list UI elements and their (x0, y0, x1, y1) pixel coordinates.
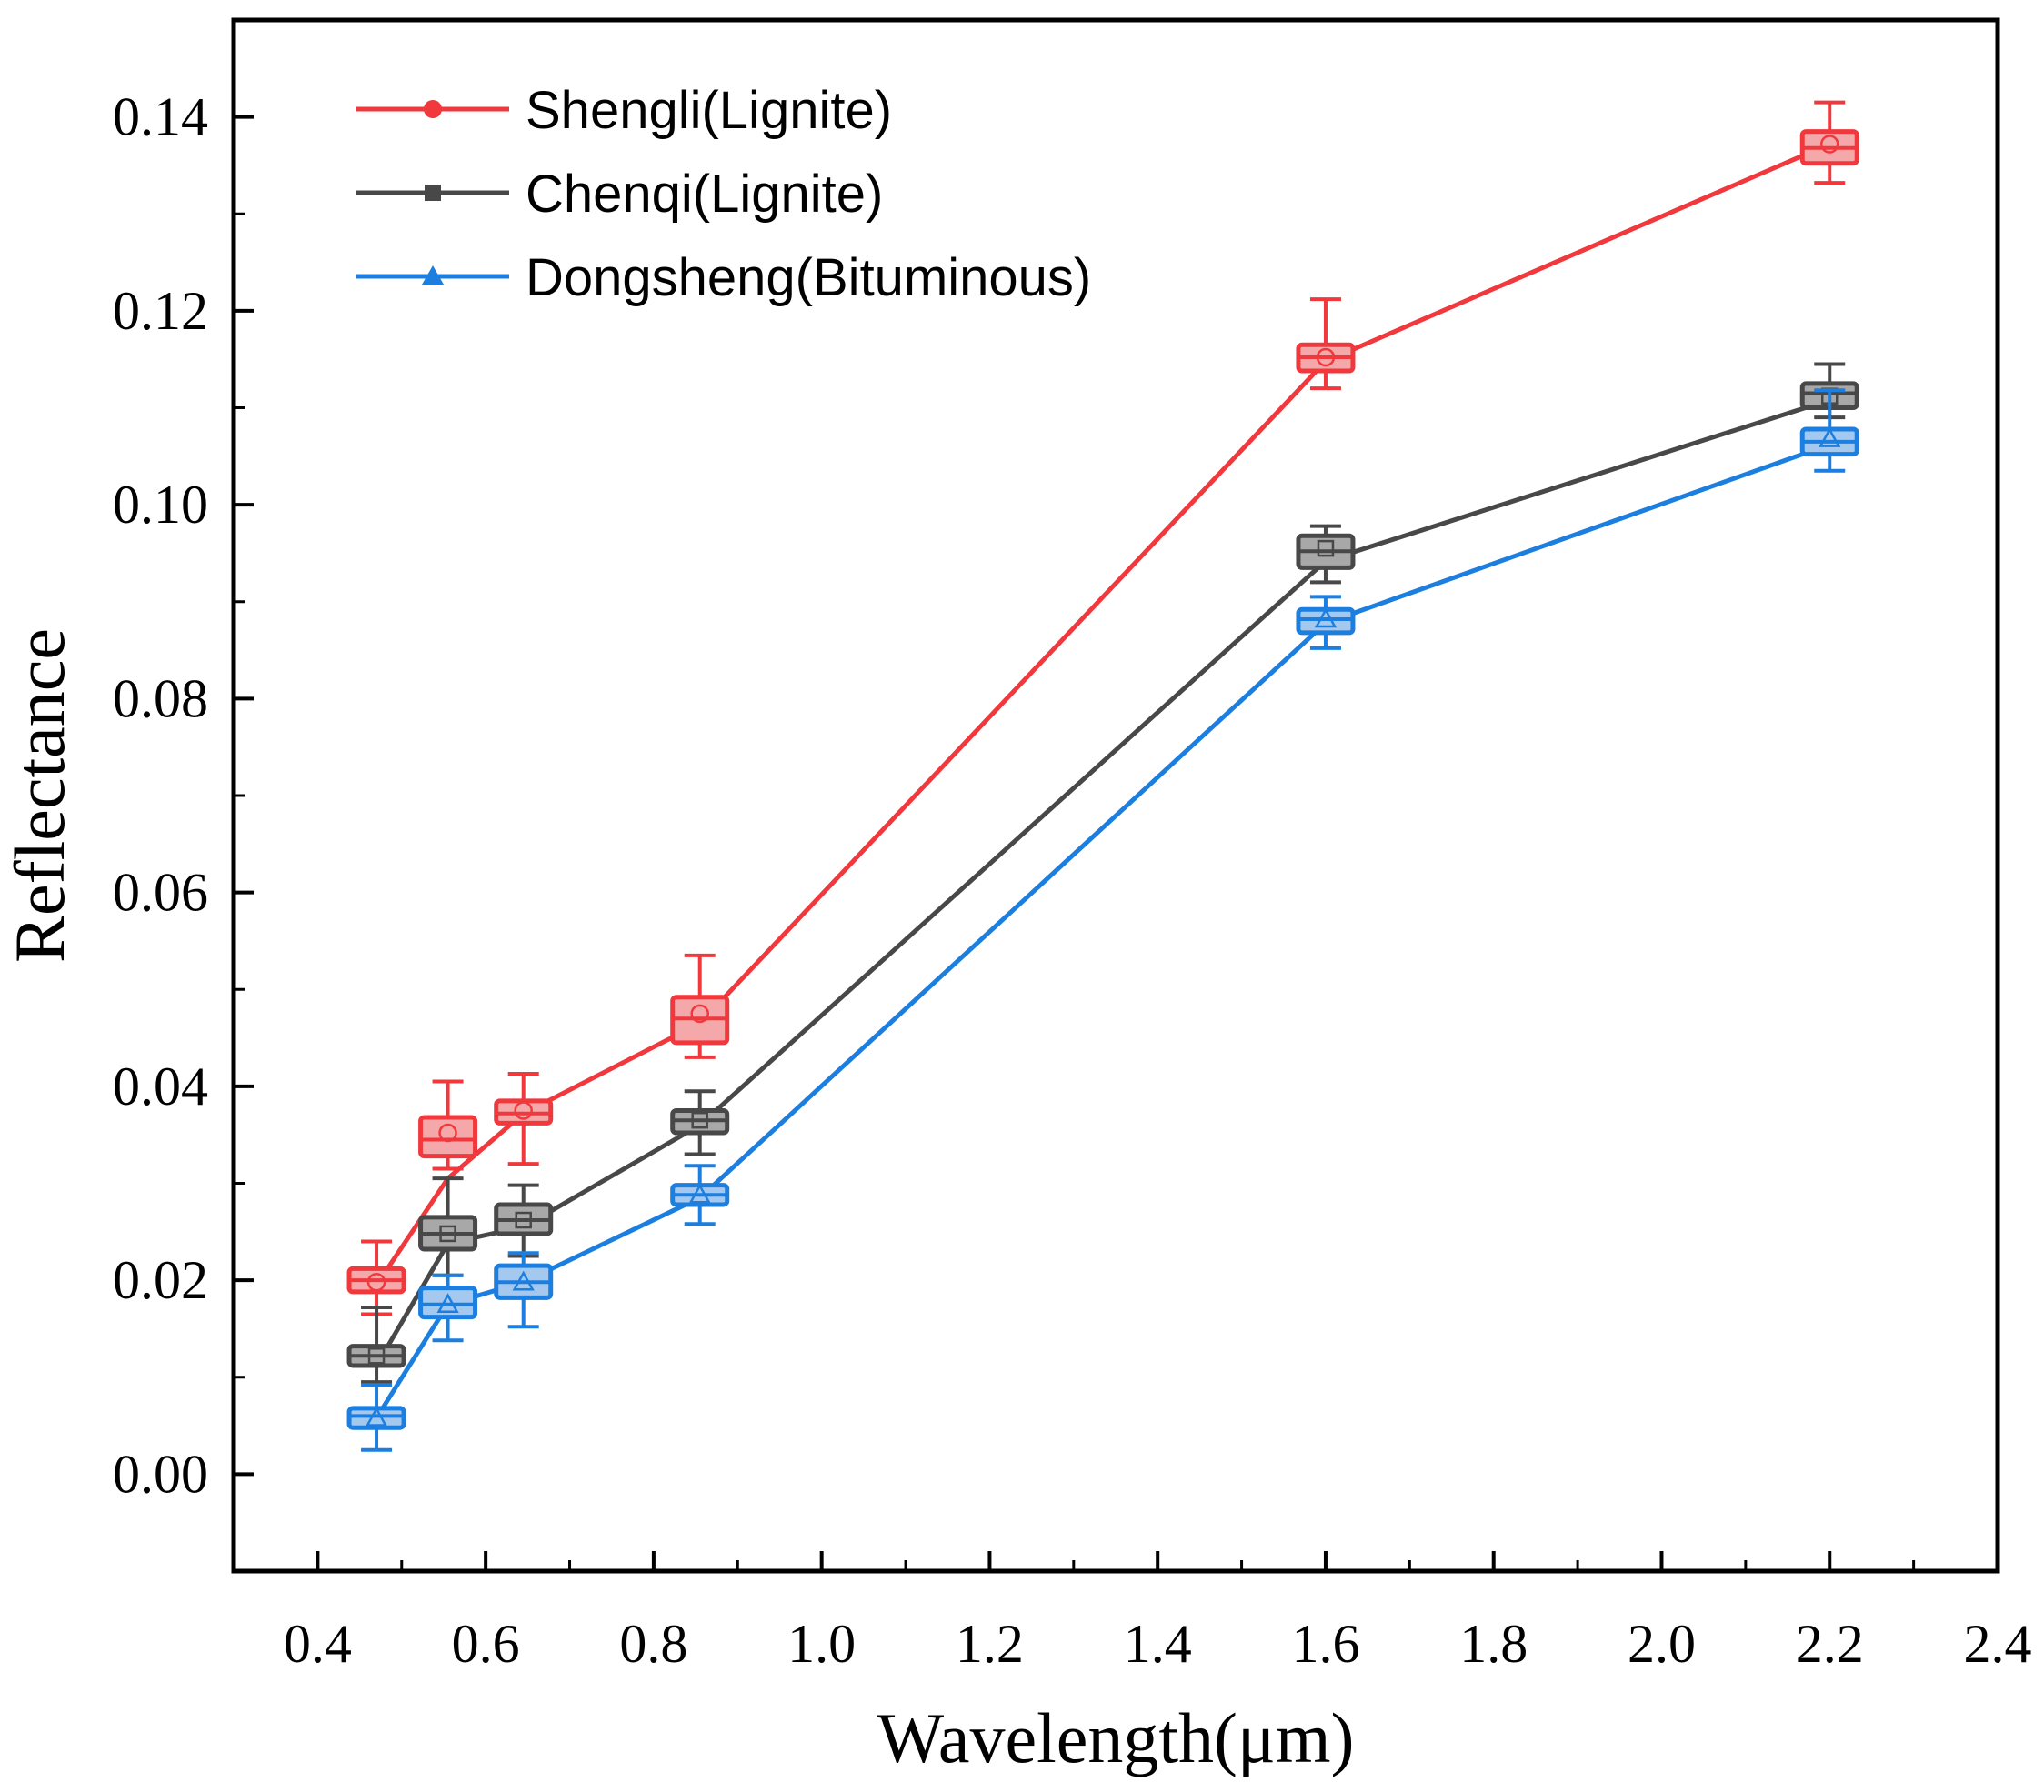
box-plot (670, 1089, 730, 1156)
y-tick-label: 0.04 (113, 1056, 208, 1116)
box-plot (670, 953, 730, 1059)
x-axis-title: Wavelength(μm) (877, 1698, 1354, 1777)
mean-marker (1316, 347, 1336, 367)
y-tick-label: 0.06 (113, 863, 208, 923)
y-tick-label: 0.12 (113, 281, 208, 341)
legend: Shengli(Lignite) Chenqi(Lignite) Dongsheng… (356, 81, 1091, 307)
legend-marker (422, 265, 444, 285)
x-tick-label: 1.2 (956, 1614, 1024, 1674)
box-plot (494, 1183, 554, 1258)
y-tick-label: 0.00 (113, 1444, 208, 1504)
box-plot (418, 1079, 478, 1171)
box (418, 1115, 478, 1159)
mean-marker (439, 1225, 456, 1243)
box-plot (494, 1072, 554, 1166)
series-layer (374, 142, 1831, 1419)
y-tick-label: 0.02 (113, 1250, 208, 1310)
series-line (374, 442, 1831, 1419)
legend-label: Shengli(Lignite) (526, 81, 892, 140)
mean-marker (1819, 427, 1841, 447)
box-plot (418, 1273, 478, 1343)
x-tick-label: 1.0 (787, 1614, 856, 1674)
y-tick-label: 0.10 (113, 475, 208, 535)
y-axis: 0.00 0.02 0.04 0.06 0.08 0.10 0.12 0.14 (113, 87, 254, 1573)
legend-label: Chenqi(Lignite) (526, 165, 883, 224)
box-plot (1296, 524, 1356, 585)
plot-frame (231, 17, 2000, 1574)
mean-marker (367, 1347, 386, 1365)
box-plot (494, 1251, 554, 1329)
x-tick-label: 0.6 (452, 1614, 520, 1674)
mean-marker (690, 1004, 709, 1024)
mean-marker (365, 1406, 388, 1427)
mean-marker (512, 1270, 535, 1291)
box-layer (346, 100, 1859, 1452)
box-plot (346, 1239, 406, 1316)
y-tick-label: 0.14 (113, 87, 208, 147)
series-line (374, 397, 1830, 1367)
mean-marker (436, 1293, 459, 1314)
mean-marker (691, 1111, 708, 1129)
x-tick-label: 0.8 (619, 1614, 687, 1674)
x-tick-label: 1.4 (1124, 1614, 1192, 1674)
x-tick-label: 1.6 (1291, 1614, 1359, 1674)
x-tick-label: 0.4 (284, 1614, 352, 1674)
legend-marker (424, 100, 442, 118)
y-tick-label: 0.08 (113, 668, 208, 728)
mean-marker (688, 1183, 711, 1204)
legend-label: Dongsheng(Bituminous) (526, 248, 1091, 307)
box-plot (1799, 388, 1859, 473)
x-tick-label: 2.0 (1628, 1614, 1696, 1674)
mean-marker (366, 1273, 386, 1292)
x-tick-label: 2.2 (1796, 1614, 1864, 1674)
box (1296, 606, 1356, 636)
box-plot (670, 1164, 730, 1226)
mean-marker (514, 1101, 533, 1120)
box-plot (1296, 595, 1356, 650)
mean-marker (515, 1211, 532, 1229)
x-tick-label: 2.4 (1964, 1614, 2032, 1674)
mean-marker (438, 1123, 457, 1143)
mean-marker (1819, 135, 1839, 154)
box (418, 1286, 478, 1320)
box-plot (346, 1383, 406, 1452)
x-tick-label: 1.8 (1459, 1614, 1528, 1674)
x-axis: 0.4 0.6 0.8 1.0 1.2 1.4 1.6 1.8 2.0 2.2 2.4 (284, 1551, 2032, 1674)
mean-marker (1317, 539, 1335, 557)
mean-marker (1314, 607, 1338, 628)
box-plot (1296, 297, 1356, 391)
legend-marker (425, 185, 441, 201)
box-plot (1799, 100, 1859, 185)
box-plot (418, 1176, 478, 1277)
series-line (374, 142, 1831, 1286)
box-plot (346, 1305, 406, 1385)
y-axis-title: Reflectance (0, 628, 79, 963)
